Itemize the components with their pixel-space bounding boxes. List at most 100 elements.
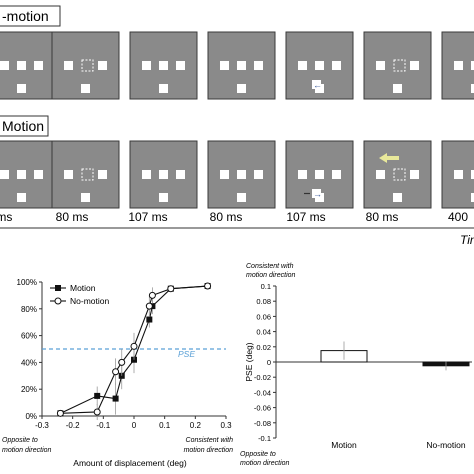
y-tick-label: 80% — [21, 305, 37, 314]
y-tick-label: -0.08 — [254, 419, 271, 428]
white-square — [254, 61, 263, 70]
bar-group: Motion — [320, 341, 368, 450]
legend-label: Motion — [70, 283, 96, 293]
condition-label-motion-box: Motion — [0, 115, 49, 137]
white-square — [17, 61, 26, 70]
y-tick-label: -0.06 — [254, 404, 271, 413]
stimulus-frame — [207, 140, 276, 209]
y-tick-label: -0.1 — [258, 434, 271, 443]
white-square — [0, 170, 9, 179]
duration-labels: 00 ms 80 ms 107 ms 80 ms 107 ms 80 ms 400 — [0, 210, 468, 224]
data-point — [93, 408, 101, 416]
stimulus-frame — [441, 140, 474, 209]
white-square — [17, 170, 26, 179]
stimulus-frame — [363, 140, 432, 209]
stimulus-frame — [441, 31, 474, 100]
white-square — [376, 170, 385, 179]
pse-label: PSE — [178, 349, 195, 359]
white-square — [159, 61, 168, 70]
stimulus-frame — [51, 140, 120, 209]
y-tick-label: 60% — [21, 332, 37, 341]
data-point — [112, 368, 120, 376]
duration-label: 80 ms — [56, 210, 89, 224]
duration-label: 400 — [448, 210, 468, 224]
white-square — [454, 61, 463, 70]
white-square — [220, 61, 229, 70]
white-square — [237, 170, 246, 179]
white-square — [220, 170, 229, 179]
white-square — [17, 193, 26, 202]
dashed-placeholder — [393, 168, 406, 181]
white-square — [471, 193, 474, 202]
white-square — [159, 170, 168, 179]
x-tick-label: -0.3 — [35, 421, 49, 430]
left-note-line1: Opposite to — [2, 437, 38, 444]
white-square — [471, 170, 474, 179]
legend-entry: No-motion — [50, 296, 109, 306]
white-square — [332, 61, 341, 70]
y-tick-label: 0.1 — [261, 282, 271, 291]
dashed-placeholder — [81, 168, 94, 181]
right-arrow-icon: → — [313, 189, 322, 199]
white-square — [298, 61, 307, 70]
data-point — [145, 302, 153, 310]
data-point — [118, 358, 126, 366]
white-square — [315, 61, 324, 70]
y-tick-label: 100% — [17, 278, 37, 287]
white-square — [315, 170, 324, 179]
white-square — [64, 170, 73, 179]
frame-rows: ←→ — [0, 31, 474, 209]
right-note-line1: Consistent with — [186, 437, 234, 444]
top-note-line2: motion direction — [246, 272, 296, 279]
data-point — [112, 395, 119, 402]
data-point — [56, 409, 64, 417]
white-square — [471, 61, 474, 70]
bottom-note-line2: motion direction — [240, 460, 290, 467]
stimulus-frame: ← — [285, 31, 354, 100]
y-tick-label: 20% — [21, 385, 37, 394]
x-tick-label: -0.1 — [96, 421, 110, 430]
left-note-line2: motion direction — [2, 447, 52, 454]
white-square — [98, 61, 107, 70]
white-square — [142, 61, 151, 70]
data-point — [94, 392, 101, 399]
white-square — [142, 170, 151, 179]
y-tick-label: 0.06 — [256, 312, 271, 321]
legend-label: No-motion — [70, 296, 109, 306]
white-square — [410, 170, 419, 179]
time-label: Tin — [460, 233, 474, 247]
dashed-placeholder — [393, 59, 406, 72]
white-square — [237, 84, 246, 93]
data-point — [167, 285, 175, 293]
y-tick-label: 0.08 — [256, 297, 271, 306]
white-square — [237, 61, 246, 70]
data-point — [204, 282, 212, 290]
white-square — [176, 170, 185, 179]
stimulus-frame — [363, 31, 432, 100]
white-square — [376, 61, 385, 70]
y-tick-label: -0.02 — [254, 373, 271, 382]
y-tick-label: 0 — [267, 358, 271, 367]
white-square — [393, 84, 402, 93]
bar-chart-axes: -0.1 -0.08 -0.06 -0.04 -0.02 0 0.02 0.04 0.06 0.0… — [254, 282, 472, 443]
white-square — [159, 84, 168, 93]
white-square — [332, 170, 341, 179]
y-tick-label: 0.02 — [256, 343, 271, 352]
y-tick-label: 0.04 — [256, 328, 271, 337]
white-square — [254, 170, 263, 179]
white-square — [34, 61, 43, 70]
target-square — [312, 80, 321, 89]
bar-group: No-motion — [422, 361, 470, 450]
data-point — [148, 291, 156, 299]
white-square — [298, 170, 307, 179]
stimulus-frame — [51, 31, 120, 100]
y-tick-label: 0% — [25, 412, 37, 421]
yellow-arrow-icon — [379, 153, 399, 163]
duration-label: 107 ms — [128, 210, 167, 224]
psychometric-chart: 0% 20% 40% 60% 80% 100% -0.3 -0.2 -0.1 0 0.1 0.2 0.3… — [2, 278, 234, 468]
frame-background — [0, 31, 56, 100]
dashed-placeholder — [81, 59, 94, 72]
category-label: No-motion — [426, 440, 465, 450]
stimulus-frame — [129, 140, 198, 209]
